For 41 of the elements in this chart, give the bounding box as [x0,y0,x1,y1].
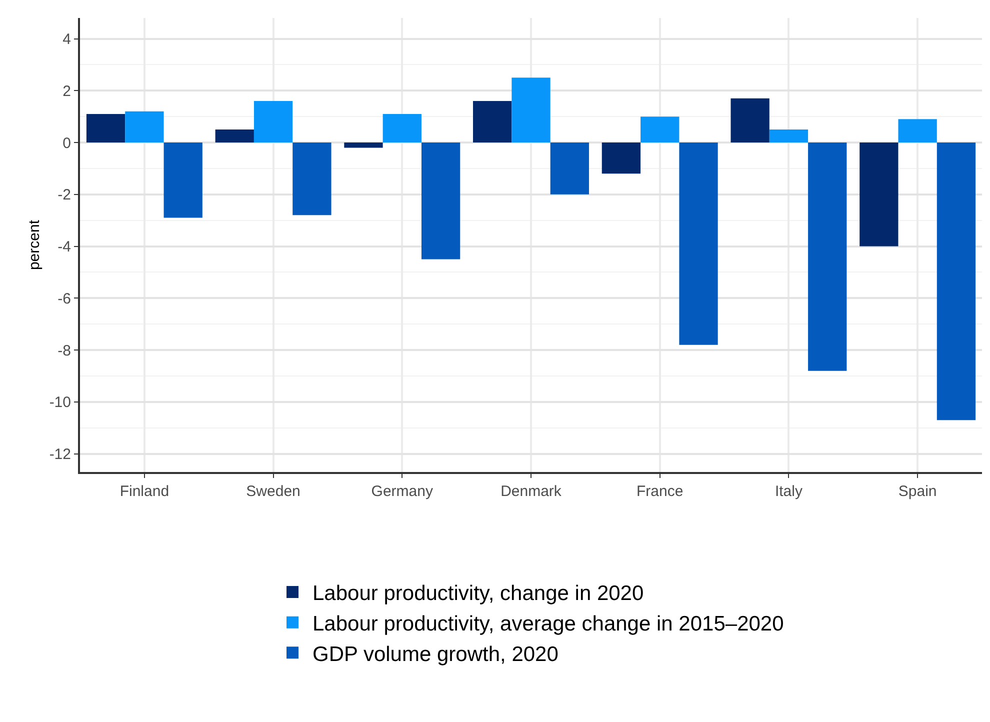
bar [679,142,718,345]
bar [640,116,680,143]
bar [602,142,641,174]
legend-label: Labour productivity, change in 2020 [312,582,644,606]
bar [125,111,164,143]
bar [86,114,126,143]
y-tick-label: -10 [49,394,71,412]
bar [421,142,460,260]
y-axis-title: percent [26,219,43,270]
bar [164,142,202,218]
bar [215,130,254,143]
bar [898,119,937,143]
x-tick-label: Finland [120,483,170,500]
bar [550,142,589,194]
y-tick-label: -12 [49,446,71,464]
bar [808,142,847,371]
bar [292,142,332,216]
x-tick-label: Germany [371,483,434,500]
bar [344,142,383,148]
x-tick-label: Spain [898,483,937,500]
y-tick-label: 2 [62,82,71,100]
x-tick-label: Sweden [246,483,300,500]
x-tick-label: Italy [774,483,803,500]
x-tick-label: France [636,483,684,500]
y-tick-label: -2 [58,186,71,204]
bar [860,142,898,246]
y-tick-label: -8 [58,342,71,360]
y-tick-label: -4 [58,238,71,256]
bar [769,130,808,143]
bar [473,101,512,143]
y-tick-label: -6 [58,290,71,308]
legend-label: Labour productivity, average change in 2015–2020 [312,612,784,636]
bar [730,98,770,143]
legend-label: GDP volume growth, 2020 [312,642,558,666]
bar [936,142,976,420]
x-tick-label: Denmark [500,483,562,500]
bar [254,101,293,143]
y-tick-label: 0 [62,134,71,152]
y-tick-label: 4 [62,31,71,48]
bar [512,78,550,143]
bar [382,114,422,143]
